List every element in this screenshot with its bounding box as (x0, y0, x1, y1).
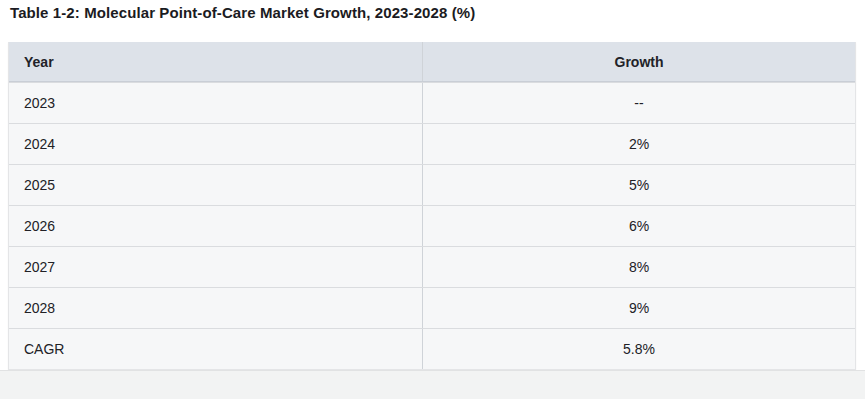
table-row: 2028 9% (9, 287, 855, 328)
growth-cell: 8% (422, 247, 855, 287)
year-cell: 2023 (9, 83, 422, 123)
growth-cell: 5.8% (422, 329, 855, 369)
table-row: 2024 2% (9, 123, 855, 164)
table-row: 2023 -- (9, 82, 855, 123)
growth-cell: 2% (422, 124, 855, 164)
year-cell: CAGR (9, 329, 422, 369)
table-title: Table 1-2: Molecular Point-of-Care Marke… (10, 4, 475, 21)
growth-cell: 9% (422, 288, 855, 328)
market-growth-table: Year Growth 2023 -- 2024 2% 2025 5% 2026… (8, 42, 856, 370)
table-row: 2025 5% (9, 164, 855, 205)
growth-cell: -- (422, 83, 855, 123)
year-cell: 2027 (9, 247, 422, 287)
table-row: CAGR 5.8% (9, 328, 855, 369)
year-cell: 2028 (9, 288, 422, 328)
table-row: 2027 8% (9, 246, 855, 287)
column-header-year: Year (9, 42, 422, 81)
table-row: 2026 6% (9, 205, 855, 246)
growth-cell: 6% (422, 206, 855, 246)
growth-cell: 5% (422, 165, 855, 205)
year-cell: 2026 (9, 206, 422, 246)
table-header-row: Year Growth (9, 42, 855, 82)
year-cell: 2025 (9, 165, 422, 205)
page-footer-strip (0, 370, 865, 399)
year-cell: 2024 (9, 124, 422, 164)
column-header-growth: Growth (422, 42, 855, 81)
